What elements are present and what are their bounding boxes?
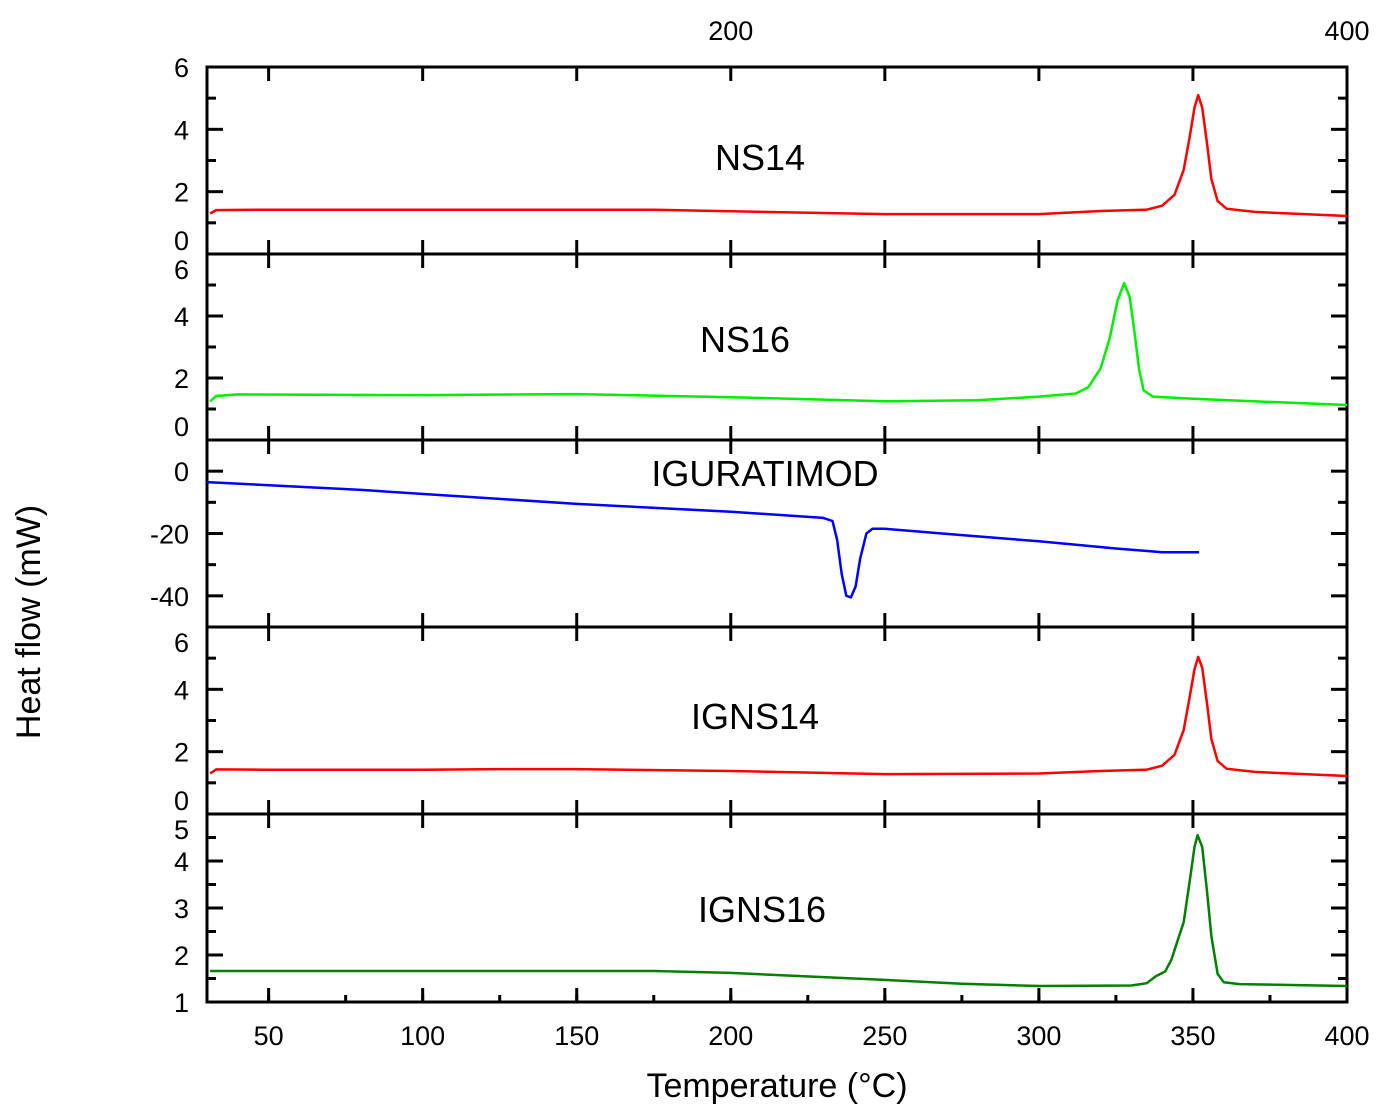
top-x-tick-label: 400 bbox=[1324, 16, 1369, 46]
y-tick-label: 4 bbox=[174, 115, 189, 145]
series-line-IGNS14 bbox=[209, 655, 1348, 778]
x-tick-label: 300 bbox=[1016, 1021, 1061, 1051]
x-tick-label: 400 bbox=[1324, 1021, 1369, 1051]
x-axis-title: Temperature (°C) bbox=[646, 1067, 907, 1105]
y-tick-label: 6 bbox=[174, 628, 189, 658]
series-line-IGNS16 bbox=[210, 833, 1348, 988]
y-tick-label: 4 bbox=[174, 847, 189, 877]
y-tick-label: 3 bbox=[174, 894, 189, 924]
panel-label-IGURATIMOD: IGURATIMOD bbox=[651, 453, 878, 494]
top-x-tick-label: 200 bbox=[708, 16, 753, 46]
y-tick-label: 6 bbox=[174, 255, 189, 285]
x-tick-label: 350 bbox=[1170, 1021, 1215, 1051]
y-tick-label: -20 bbox=[150, 520, 189, 550]
y-tick-label: 6 bbox=[174, 53, 189, 83]
x-tick-label: 250 bbox=[862, 1021, 907, 1051]
y-tick-label: 2 bbox=[174, 941, 189, 971]
y-tick-label: 1 bbox=[174, 988, 189, 1018]
x-tick-label: 50 bbox=[254, 1021, 284, 1051]
series-line-NS14 bbox=[209, 93, 1348, 218]
y-tick-label: 0 bbox=[174, 457, 189, 487]
y-tick-label: 2 bbox=[174, 738, 189, 768]
panel-label-IGNS16: IGNS16 bbox=[698, 889, 826, 930]
y-tick-label: 5 bbox=[174, 815, 189, 845]
series-line-IGURATIMOD bbox=[206, 480, 1200, 599]
panel-label-NS16: NS16 bbox=[700, 319, 790, 360]
y-tick-label: 0 bbox=[174, 786, 189, 816]
y-tick-label: 4 bbox=[174, 675, 189, 705]
y-tick-label: -40 bbox=[150, 582, 189, 612]
y-tick-label: 2 bbox=[174, 178, 189, 208]
y-tick-label: 0 bbox=[174, 226, 189, 256]
x-tick-label: 100 bbox=[400, 1021, 445, 1051]
panel-label-IGNS14: IGNS14 bbox=[691, 696, 819, 737]
series-line-NS16 bbox=[209, 281, 1348, 407]
panel-label-NS14: NS14 bbox=[715, 137, 805, 178]
y-tick-label: 4 bbox=[174, 302, 189, 332]
x-tick-label: 150 bbox=[554, 1021, 599, 1051]
y-tick-label: 2 bbox=[174, 364, 189, 394]
x-tick-label: 200 bbox=[708, 1021, 753, 1051]
y-tick-label: 0 bbox=[174, 412, 189, 442]
y-axis-title: Heat flow (mW) bbox=[10, 505, 48, 739]
